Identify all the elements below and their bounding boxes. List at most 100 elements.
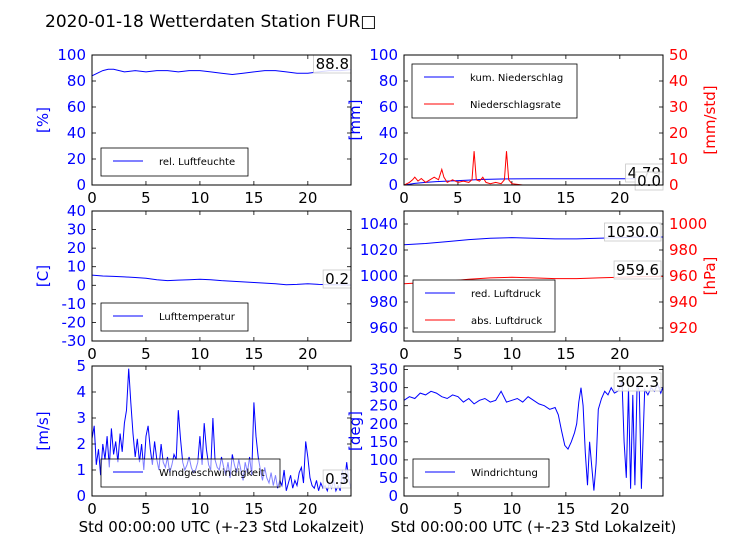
precipitation-ytick-label-3: 60 (379, 98, 398, 116)
winddirection-ytick-label-5: 250 (369, 397, 398, 415)
temperature-ytick-label-6: 30 (67, 221, 86, 239)
pressure-frame (403, 210, 664, 342)
humidity-ytick-label-3: 60 (67, 98, 86, 116)
pressure-legend: red. Luftdruck abs. Luftdruck (412, 279, 556, 333)
pressure-xtick-label-1: 5 (453, 345, 463, 363)
windspeed-ytick-label-2: 2 (76, 435, 86, 453)
temperature-ytick-label-2: -10 (62, 295, 87, 313)
humidity-xtick-label-4: 20 (298, 189, 317, 207)
humidity-ylabel: [%] (34, 107, 52, 133)
winddirection-legend: Windrichtung (412, 458, 550, 488)
windspeed-ytick-label-4: 4 (76, 383, 86, 401)
precipitation-ytick-right-label-4: 40 (669, 72, 688, 90)
winddirection-ytick-label-7: 350 (369, 361, 398, 379)
precipitation-ytick-right-label-5: 50 (669, 46, 688, 64)
temperature-xtick-label-4: 20 (298, 345, 317, 363)
winddirection-xtick-label-0: 0 (399, 500, 409, 518)
precipitation-ytick-right-label-1: 10 (669, 150, 688, 168)
winddirection-xlabel: Std 00:00:00 UTC (+-23 Std Lokalzeit) (391, 518, 677, 536)
pressure-last-value-1: 959.6 (616, 261, 659, 279)
temperature-last-value-0: 0.2 (325, 270, 349, 288)
pressure-ytick-label-3: 1020 (360, 241, 398, 259)
windspeed-ytick-label-0: 0 (76, 487, 86, 505)
windspeed-ylabel: [m/s] (34, 411, 52, 450)
windspeed-xtick-label-3: 15 (244, 500, 263, 518)
humidity-frame (91, 54, 352, 186)
windspeed-xtick-label-0: 0 (87, 500, 97, 518)
precipitation-ytick-label-4: 80 (379, 72, 398, 90)
windspeed-ytick-label-3: 3 (76, 409, 86, 427)
pressure-xtick-label-3: 15 (556, 345, 575, 363)
precipitation-xtick-label-2: 10 (502, 189, 521, 207)
temperature-legend: Lufttemperatur (100, 302, 249, 332)
temperature-xtick-label-3: 15 (244, 345, 263, 363)
windspeed-xtick-label-1: 5 (141, 500, 151, 518)
pressure-ytick-label-0: 960 (369, 319, 398, 337)
winddirection-frame (403, 365, 664, 497)
pressure-ytick-right-label-4: 1000 (669, 215, 707, 233)
pressure-ytick-label-2: 1000 (360, 267, 398, 285)
humidity-ytick-label-2: 40 (67, 124, 86, 142)
precipitation-ytick-label-2: 40 (379, 124, 398, 142)
pressure-ytick-right-label-2: 960 (669, 267, 698, 285)
precipitation-frame (403, 54, 664, 186)
winddirection-ytick-label-2: 100 (369, 451, 398, 469)
humidity-xtick-label-3: 15 (244, 189, 263, 207)
humidity-xtick-label-2: 10 (190, 189, 209, 207)
windspeed-legend-box (100, 458, 281, 488)
winddirection-ytick-label-0: 0 (388, 487, 398, 505)
humidity-ytick-label-0: 0 (76, 176, 86, 194)
humidity-ytick-label-4: 80 (67, 72, 86, 90)
temperature-ytick-label-0: -30 (62, 332, 87, 350)
precipitation-ytick-label-5: 100 (369, 46, 398, 64)
pressure-xtick-label-2: 10 (502, 345, 521, 363)
windspeed-legend-label-0: Windgeschwindigkeit (159, 468, 265, 479)
pressure-legend-label-1: abs. Luftdruck (471, 316, 542, 327)
precipitation-legend-label-0: kum. Niederschlag (470, 73, 563, 84)
pressure-ytick-right-label-0: 920 (669, 319, 698, 337)
temperature-ytick-label-5: 20 (67, 239, 86, 257)
temperature-ytick-label-7: 40 (67, 202, 86, 220)
precipitation-legend: kum. Niederschlag Niederschlagsrate (411, 63, 578, 119)
humidity-legend: rel. Luftfeuchte (100, 147, 249, 177)
winddirection-xtick-label-4: 20 (610, 500, 629, 518)
windspeed-xtick-label-4: 20 (298, 500, 317, 518)
precipitation-ytick-right-label-0: 0 (669, 176, 679, 194)
temperature-xtick-label-1: 5 (141, 345, 151, 363)
precipitation-series-1-line (404, 151, 663, 185)
figure-title: 2020-01-18 Wetterdaten Station FUR□ (45, 12, 376, 32)
temperature-ytick-label-1: -20 (62, 313, 87, 331)
temperature-legend-label-0: Lufttemperatur (159, 312, 236, 323)
pressure-xtick-label-0: 0 (399, 345, 409, 363)
temperature-legend-box (100, 302, 249, 332)
pressure-ytick-label-1: 980 (369, 293, 398, 311)
windspeed-legend: Windgeschwindigkeit (100, 458, 281, 488)
windspeed-panel: 0 5 10 15 20 0 1 2 3 4 5 [m/s] Std 00:00:00 UTC (+-2… (34, 357, 364, 536)
windspeed-xtick-label-2: 10 (190, 500, 209, 518)
windspeed-last-value-0: 0.3 (325, 470, 349, 488)
precipitation-ytick-right-label-3: 30 (669, 98, 688, 116)
temperature-xtick-label-2: 10 (190, 345, 209, 363)
pressure-xtick-label-4: 20 (610, 345, 629, 363)
precipitation-ytick-right-label-2: 20 (669, 124, 688, 142)
winddirection-xtick-label-3: 15 (556, 500, 575, 518)
precipitation-series-0-line (404, 178, 663, 185)
humidity-last-value-0: 88.8 (316, 55, 349, 73)
winddirection-ytick-label-3: 150 (369, 433, 398, 451)
windspeed-xlabel: Std 00:00:00 UTC (+-23 Std Lokalzeit) (79, 518, 365, 536)
temperature-xtick-label-0: 0 (87, 345, 97, 363)
temperature-frame (91, 210, 352, 342)
temperature-ytick-label-4: 10 (67, 258, 86, 276)
precipitation-ylabel-right: [mm/std] (701, 85, 719, 154)
winddirection-ytick-label-1: 50 (379, 469, 398, 487)
precipitation-xtick-label-4: 20 (610, 189, 629, 207)
humidity-legend-box (100, 147, 249, 177)
precipitation-last-value-1: 0.0 (637, 172, 661, 190)
winddirection-legend-box (412, 458, 550, 488)
winddirection-xtick-label-1: 5 (453, 500, 463, 518)
winddirection-ylabel: [deg] (346, 411, 364, 451)
